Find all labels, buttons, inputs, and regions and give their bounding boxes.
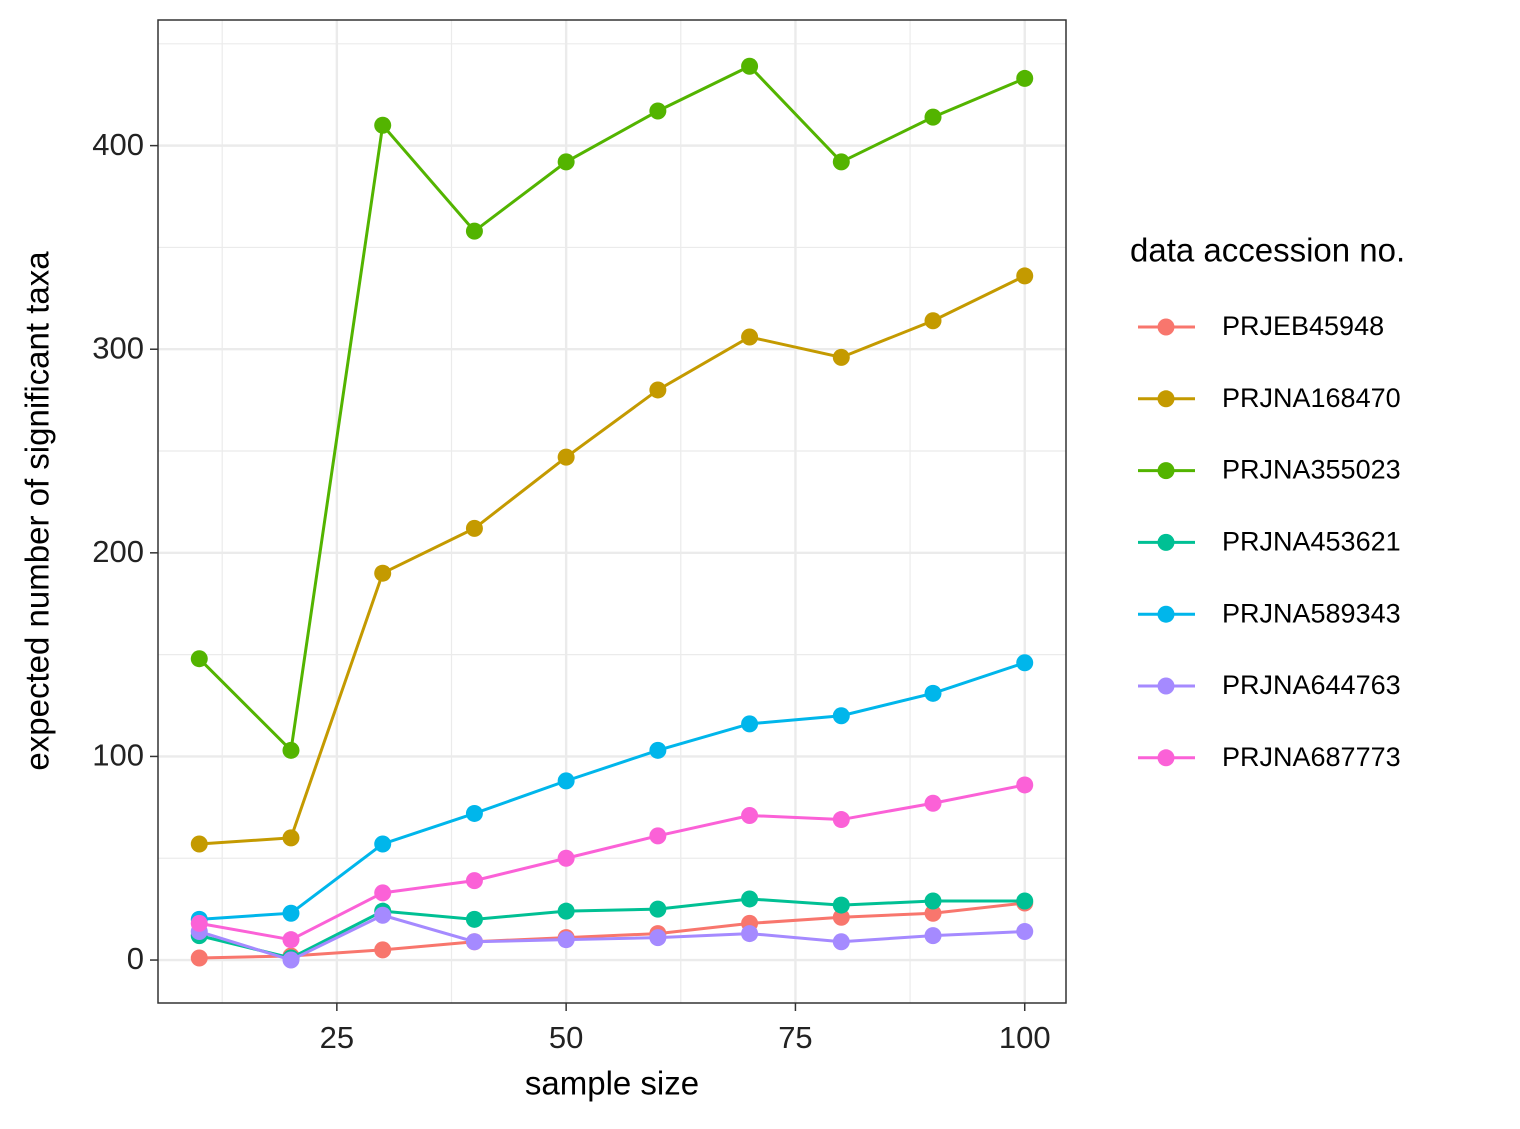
data-point	[557, 772, 575, 790]
data-point	[924, 684, 942, 702]
y-tick-label: 0	[127, 941, 144, 976]
panel-border	[157, 19, 1067, 1004]
data-point	[374, 116, 392, 134]
data-point	[465, 872, 483, 890]
legend-label: PRJNA687773	[1222, 742, 1401, 772]
data-point	[832, 348, 850, 366]
legend-label: PRJEB45948	[1222, 311, 1384, 341]
grid	[158, 20, 1066, 1003]
series-line	[198, 64, 1026, 754]
data-point	[1016, 654, 1034, 672]
data-point	[924, 108, 942, 126]
series-line	[198, 897, 1025, 960]
data-point	[649, 827, 667, 845]
legend-label: PRJNA168470	[1222, 383, 1401, 413]
data-point	[374, 941, 392, 959]
data-point	[374, 564, 392, 582]
series-line	[199, 661, 1026, 921]
data-point	[282, 931, 300, 949]
y-tick-label: 300	[92, 330, 144, 365]
data-point	[649, 741, 667, 759]
data-point	[741, 925, 759, 943]
data-point	[1016, 776, 1034, 794]
y-axis-title: expected number of significant taxa	[19, 251, 56, 771]
data-point	[741, 806, 759, 824]
series-line	[199, 783, 1026, 942]
data-point	[374, 835, 392, 853]
legend-label: PRJNA644763	[1222, 670, 1401, 700]
data-point	[649, 102, 667, 120]
data-point	[190, 949, 208, 967]
data-point	[741, 57, 759, 75]
data-point	[741, 890, 759, 908]
data-point	[557, 931, 575, 949]
x-tick-label: 75	[778, 1020, 812, 1055]
legend-point	[1157, 749, 1175, 767]
legend-label: PRJNA589343	[1222, 598, 1401, 628]
data-point	[1016, 892, 1034, 910]
marks	[190, 57, 1034, 969]
legend-title: data accession no.	[1130, 232, 1405, 269]
data-point	[832, 707, 850, 725]
data-point	[832, 896, 850, 914]
legend-point	[1157, 318, 1175, 336]
data-point	[924, 892, 942, 910]
data-point	[465, 519, 483, 537]
series-line	[199, 901, 1025, 960]
data-point	[924, 904, 942, 922]
data-point	[832, 811, 850, 829]
legend-label: PRJNA355023	[1222, 455, 1401, 485]
data-point	[924, 312, 942, 330]
data-point	[649, 900, 667, 918]
data-point	[374, 884, 392, 902]
legend-point	[1157, 677, 1175, 695]
data-point	[557, 902, 575, 920]
data-point	[465, 222, 483, 240]
data-point	[282, 904, 300, 922]
data-point	[190, 650, 208, 668]
legend-point	[1157, 605, 1175, 623]
data-point	[557, 448, 575, 466]
data-point	[924, 794, 942, 812]
data-point	[741, 715, 759, 733]
legend-label: PRJNA453621	[1222, 527, 1401, 557]
legend-point	[1157, 533, 1175, 551]
data-point	[465, 910, 483, 928]
data-point	[374, 906, 392, 924]
series-line	[198, 913, 1025, 962]
x-tick-label: 50	[549, 1020, 583, 1055]
series-line	[199, 274, 1026, 846]
data-point	[1016, 69, 1034, 87]
x-tick-label: 25	[320, 1020, 354, 1055]
legend-point	[1157, 462, 1175, 480]
y-tick-label: 200	[92, 534, 144, 569]
x-tick-label: 100	[999, 1020, 1051, 1055]
x-axis-title: sample size	[525, 1065, 699, 1102]
data-point	[465, 804, 483, 822]
data-point	[190, 914, 208, 932]
data-point	[557, 153, 575, 171]
data-point	[190, 835, 208, 853]
legend-point	[1157, 390, 1175, 408]
data-point	[282, 829, 300, 847]
data-point	[282, 951, 300, 969]
data-point	[649, 381, 667, 399]
y-tick-label: 400	[92, 127, 144, 162]
data-point	[557, 849, 575, 867]
data-point	[832, 933, 850, 951]
data-point	[1016, 267, 1034, 285]
data-point	[741, 328, 759, 346]
data-point	[832, 153, 850, 171]
data-point	[924, 927, 942, 945]
data-point	[465, 933, 483, 951]
data-point	[832, 908, 850, 926]
data-point	[649, 929, 667, 947]
y-tick-label: 100	[92, 738, 144, 773]
data-point	[282, 741, 300, 759]
data-point	[1016, 923, 1034, 941]
